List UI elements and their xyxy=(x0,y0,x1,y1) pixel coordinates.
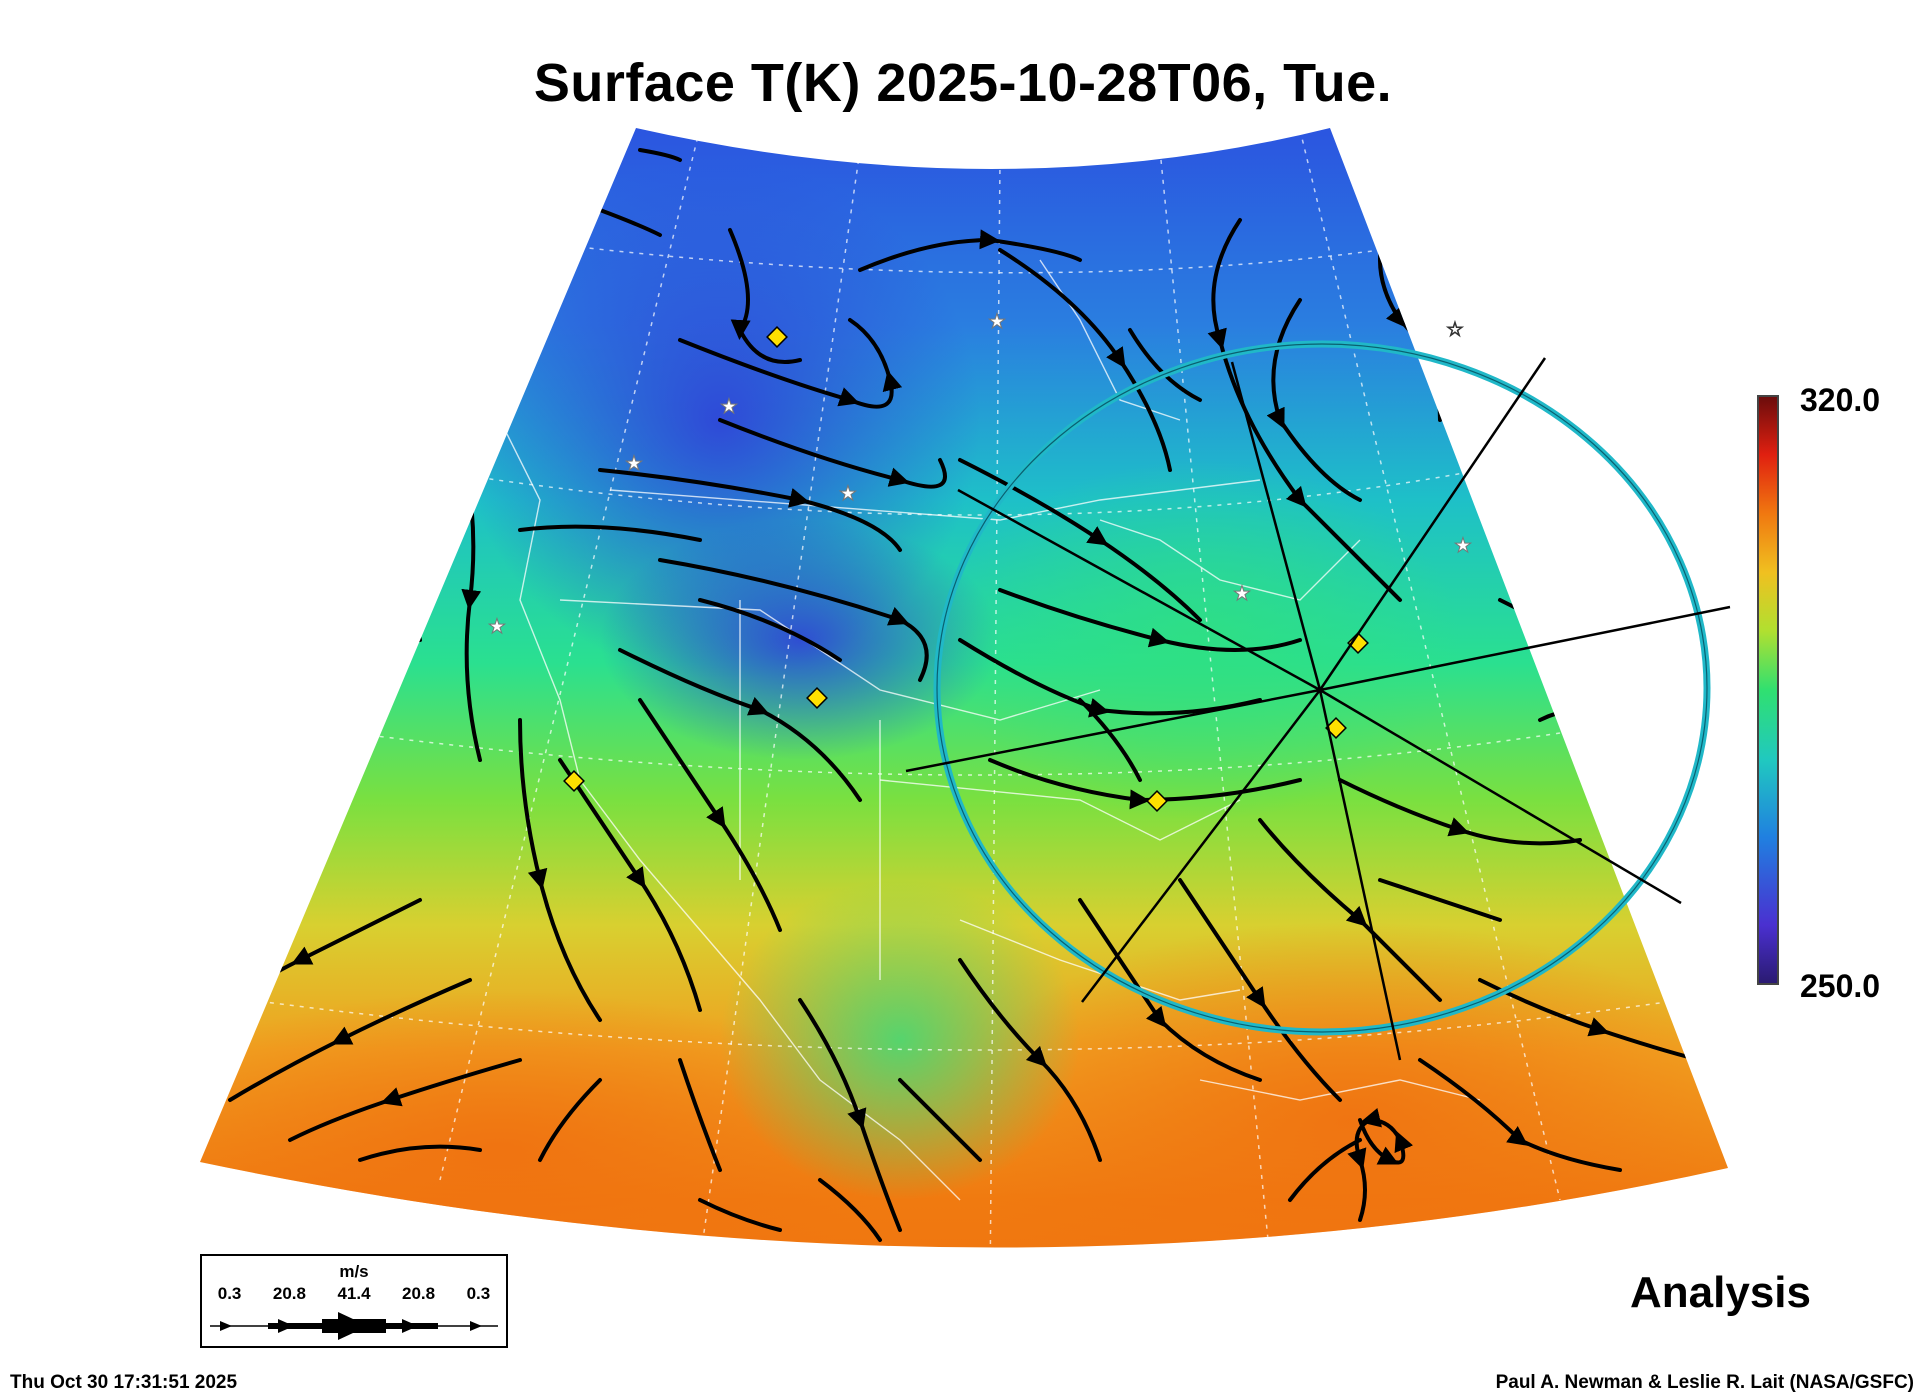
wind-legend-value: 0.3 xyxy=(466,1284,491,1303)
wind-speed-legend: m/s 0.3 20.8 41.4 20.8 0.3 xyxy=(200,1254,508,1348)
diamond-marker xyxy=(766,326,788,348)
wind-legend-values: 0.3 20.8 41.4 20.8 0.3 xyxy=(202,1284,506,1304)
diamond-marker xyxy=(1325,717,1347,739)
wind-legend-value: 20.8 xyxy=(272,1284,306,1303)
star-marker: ★ xyxy=(625,451,643,475)
analysis-label: Analysis xyxy=(1630,1268,1811,1317)
wind-legend-unit: m/s xyxy=(339,1262,369,1281)
analysis-ring xyxy=(905,340,1731,1061)
star-marker: ★ xyxy=(488,614,506,638)
wind-legend-value: 41.4 xyxy=(337,1284,371,1303)
star-marker: ★ xyxy=(988,309,1006,333)
temperature-field xyxy=(200,128,1728,1248)
star-markers: ★ ★ ★ ★ ★ ★ ★ ☆ xyxy=(488,309,1473,639)
graticule xyxy=(249,128,1681,1248)
star-marker: ★ xyxy=(1454,533,1472,557)
wind-legend-value: 0.3 xyxy=(217,1284,242,1303)
colorbar xyxy=(1757,395,1779,985)
diamond-marker xyxy=(563,770,585,792)
wind-legend-value: 20.8 xyxy=(402,1284,436,1303)
colorbar-min-label: 250.0 xyxy=(1800,968,1881,1004)
colorbar-max-label: 320.0 xyxy=(1800,382,1881,418)
star-marker: ☆ xyxy=(1446,317,1464,341)
star-marker: ★ xyxy=(839,481,857,505)
star-marker: ★ xyxy=(1233,581,1251,605)
diamond-marker xyxy=(806,687,828,709)
map-title: Surface T(K) 2025-10-28T06, Tue. xyxy=(533,53,1393,113)
wind-legend-arrows xyxy=(210,1312,498,1340)
credit-text: Paul A. Newman & Leslie R. Lait (NASA/GS… xyxy=(1495,1372,1914,1393)
diamond-markers xyxy=(563,326,1369,812)
generation-timestamp: Thu Oct 30 17:31:51 2025 xyxy=(10,1372,238,1393)
diamond-marker xyxy=(1146,790,1168,812)
star-marker: ★ xyxy=(720,394,738,418)
diamond-marker xyxy=(1347,632,1369,654)
